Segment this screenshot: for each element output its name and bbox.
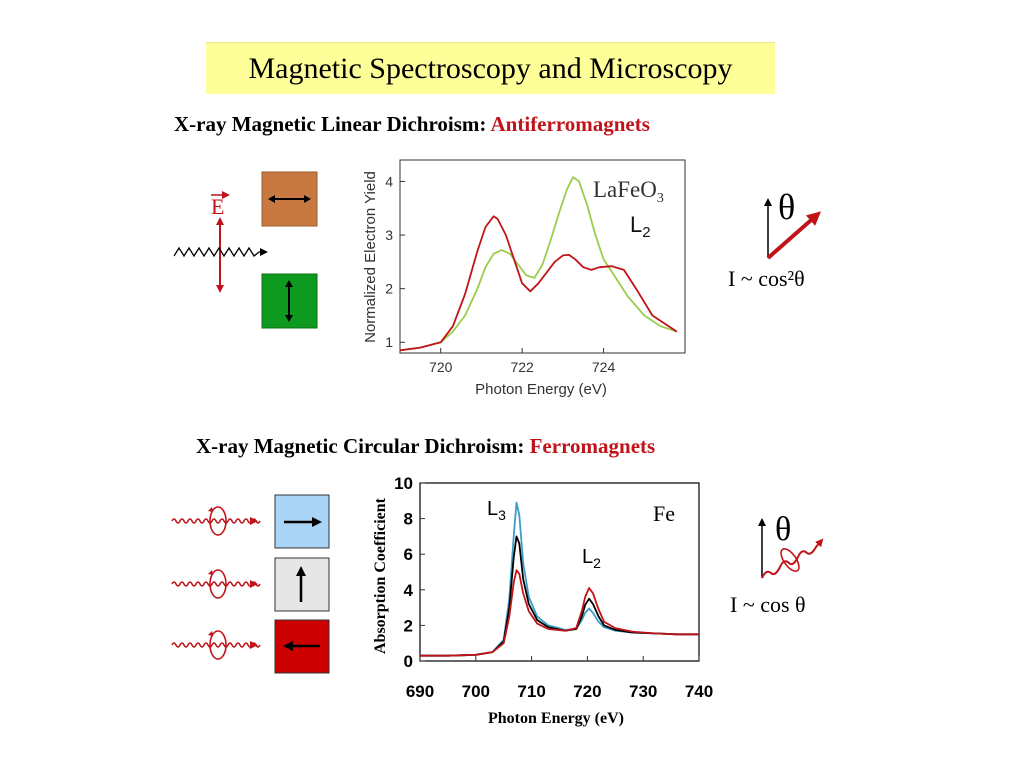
circular-beams <box>171 506 261 660</box>
xmcd-helix-loop-icon <box>780 548 800 572</box>
x-tick-label: 720 <box>429 359 453 375</box>
x-tick-label: 724 <box>592 359 616 375</box>
xmld-chart-series <box>399 176 678 352</box>
xmld-heading: X-ray Magnetic Linear Dichroism: Antifer… <box>174 112 650 137</box>
xmcd-angle-diagram: θ I ~ cos θ <box>730 511 824 617</box>
spectrum-line-2 <box>399 215 678 352</box>
xmcd-beam-diagram <box>171 494 330 674</box>
polarization-rotation-arrow-1 <box>208 507 213 512</box>
spectrum-line-3 <box>420 569 699 657</box>
xmld-angle-diagram: θ I ~ cos²θ <box>728 187 822 291</box>
xray-wave-icon <box>173 246 268 258</box>
lafeo-text: LaFeO <box>593 177 657 202</box>
xmld-heading-accent: Antiferromagnets <box>490 112 650 136</box>
up-arrowhead <box>296 566 306 576</box>
x-tick-label: 710 <box>517 682 545 701</box>
y-tick-label: 0 <box>404 652 413 671</box>
x-tick-label: 740 <box>685 682 713 701</box>
y-tick-label: 3 <box>385 227 393 243</box>
xmld-theta-symbol: θ <box>778 187 795 227</box>
xmld-heading-main: X-ray Magnetic Linear Dichroism: <box>174 112 491 136</box>
xmld-x-axis-label: Photon Energy (eV) <box>475 381 607 398</box>
xmcd-chart-series <box>420 501 699 657</box>
xmcd-chart-ticks: 690 700 710 720 730 740 0 2 4 6 8 10 <box>394 474 713 701</box>
x-tick-label: 690 <box>406 682 434 701</box>
circular-beam-wave-2 <box>171 581 261 587</box>
xmld-chart: 720 722 724 1 2 3 4 Photon Energy (eV) Normali… <box>362 159 686 398</box>
y-tick-label: 4 <box>385 173 393 189</box>
l3-annotation: L3 <box>487 498 506 523</box>
xmcd-x-axis-label: Photon Energy (eV) <box>488 710 624 727</box>
y-tick-label: 1 <box>385 334 393 350</box>
y-tick-label: 2 <box>404 616 413 635</box>
xmld-formula: I ~ cos²θ <box>728 266 805 291</box>
polarization-rotation-arrow-2 <box>208 570 213 575</box>
x-tick-label: 720 <box>573 682 601 701</box>
l2-top-subscript: 2 <box>642 224 650 241</box>
y-tick-label: 2 <box>385 281 393 297</box>
xmld-beam-diagram: E <box>173 171 318 329</box>
l2-annotation-top: L2 <box>630 212 651 241</box>
x-tick-label: 700 <box>462 682 490 701</box>
y-tick-label: 4 <box>404 581 414 600</box>
circular-polarization-loop-2 <box>209 569 227 599</box>
l3-subscript: 3 <box>498 507 506 523</box>
circular-polarization-loop-3 <box>209 630 227 660</box>
spectrum-line-2 <box>420 535 699 657</box>
circular-polarization-loop-1 <box>209 506 227 536</box>
lafeo-subscript: 3 <box>657 191 664 206</box>
circular-beam-arrowhead-2 <box>250 580 258 588</box>
xmcd-heading: X-ray Magnetic Circular Dichroism: Ferro… <box>196 434 655 459</box>
xmld-y-axis-label: Normalized Electron Yield <box>362 171 379 343</box>
circular-beam-arrowhead-3 <box>250 641 258 649</box>
xmcd-formula: I ~ cos θ <box>730 592 806 617</box>
y-tick-label: 8 <box>404 510 413 529</box>
slide-title-text: Magnetic Spectroscopy and Microscopy <box>248 51 733 85</box>
right-arrowhead <box>312 517 322 527</box>
l2-subscript: 2 <box>593 555 601 571</box>
xmcd-y-axis-label: Absorption Coefficient <box>372 497 389 654</box>
xmld-polarization-arrow <box>766 211 822 260</box>
polarization-rotation-arrow-3 <box>208 631 213 636</box>
spectrum-line-1 <box>399 176 678 352</box>
fe-annotation: Fe <box>653 501 675 526</box>
efield-label: E <box>211 194 224 219</box>
left-arrowhead <box>283 641 293 651</box>
xmld-chart-frame <box>399 159 686 354</box>
l2-text: L <box>582 546 593 568</box>
x-tick-label: 730 <box>629 682 657 701</box>
l2-top-text: L <box>630 212 642 237</box>
x-tick-label: 722 <box>510 359 534 375</box>
xmcd-chart-frame <box>419 482 700 662</box>
circular-beam-wave-3 <box>171 642 261 648</box>
l2-annotation: L2 <box>582 546 601 571</box>
xmcd-theta-symbol: θ <box>775 511 791 548</box>
xmld-chart-ticks: 720 722 724 1 2 3 4 <box>385 173 615 375</box>
xmcd-heading-accent: Ferromagnets <box>529 434 656 458</box>
y-tick-label: 10 <box>394 474 413 493</box>
circular-beam-wave-1 <box>171 518 261 524</box>
l3-text: L <box>487 498 498 520</box>
xmcd-heading-main: X-ray Magnetic Circular Dichroism: <box>196 434 530 458</box>
circular-beam-arrowhead-1 <box>250 517 258 525</box>
y-tick-label: 6 <box>404 545 413 564</box>
xmcd-circular-wave-icon <box>761 538 824 579</box>
xmcd-chart: 690 700 710 720 730 740 0 2 4 6 8 10 Photon Energy … <box>372 474 713 727</box>
lafeo-annotation: LaFeO3 <box>593 177 664 206</box>
slide-title: Magnetic Spectroscopy and Microscopy <box>206 42 775 94</box>
